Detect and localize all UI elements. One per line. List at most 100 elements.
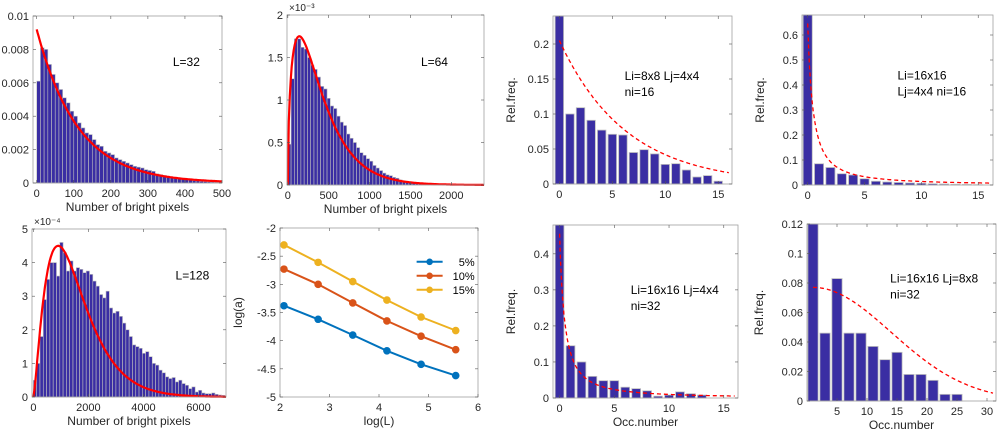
x-axis-label: Occ.number	[613, 415, 678, 429]
bars	[287, 38, 452, 186]
chart-p6: 5% 10% 15% 2 3 4 5 6 -5 -4.5 -4 -3.5 -3 -2.5 -2 log(L) l…	[231, 223, 481, 428]
histogram-bar	[365, 158, 370, 186]
series-marker	[417, 313, 425, 321]
y-tick-label: 4	[22, 258, 28, 270]
bar	[939, 393, 951, 402]
series-marker	[280, 265, 288, 273]
legend-marker	[426, 258, 433, 266]
histogram-bar	[54, 82, 60, 184]
histogram-bar	[333, 108, 338, 186]
histogram-bar	[359, 152, 364, 186]
fit-curve-dashed	[558, 40, 729, 174]
annotation-text: ni=32	[890, 287, 920, 301]
bar	[836, 173, 847, 186]
y-axis-label: Rel.freq.	[753, 77, 767, 122]
bar	[867, 346, 879, 402]
series-marker	[348, 277, 357, 286]
y-tick-label: 1.5	[268, 53, 283, 65]
y-tick-label: -4	[266, 336, 276, 348]
legend-label: 10%	[453, 271, 475, 283]
histogram-bar	[40, 47, 45, 184]
y-tick-label: 5	[22, 224, 28, 236]
histogram-bar	[132, 344, 137, 398]
x-tick-label: 1000	[357, 190, 381, 202]
series-marker	[383, 296, 391, 304]
bar	[848, 174, 859, 186]
histogram-bar	[59, 242, 64, 398]
y-tick-label: 0.05	[528, 144, 549, 156]
x-tick-label: 2000	[439, 190, 463, 202]
x-tick-label: 5	[609, 189, 615, 201]
x-tick-label: 25	[951, 406, 963, 418]
histogram-bar	[336, 115, 341, 186]
y-exponent-label: ×10⁻³	[289, 3, 315, 14]
bar	[576, 361, 587, 399]
annotation-text: Li=8x8 Lj=4x4	[625, 69, 700, 83]
series-marker	[348, 331, 357, 339]
axes-frame	[801, 14, 994, 186]
histogram-bar	[372, 165, 377, 186]
annotation-text: Li=16x16 Lj=4x4	[631, 283, 719, 297]
bar	[565, 113, 575, 185]
x-tick-label: 4	[376, 402, 382, 414]
x-tick-label: 3	[326, 402, 332, 414]
histogram-bar	[112, 312, 117, 398]
bar	[607, 133, 617, 185]
y-tick-label: 0	[23, 178, 29, 190]
histogram-bar	[46, 279, 51, 398]
y-tick-label: 0.1	[534, 357, 549, 369]
y-tick-label: 0.06	[782, 308, 803, 320]
y-tick-label: 0	[22, 392, 28, 404]
x-tick-label: 2	[277, 402, 283, 414]
bars	[33, 242, 226, 398]
y-tick-label: 0.006	[1, 78, 29, 90]
histogram-bar	[52, 262, 57, 398]
bar	[681, 169, 692, 185]
y-tick-label: 0.3	[534, 285, 549, 297]
bar	[671, 163, 681, 185]
histogram-bar	[369, 160, 374, 186]
histogram-bar	[339, 121, 344, 186]
y-tick-label: 0.4	[534, 249, 549, 261]
x-axis-label: Occ.number	[869, 418, 934, 432]
histogram-bar	[92, 280, 97, 398]
bar	[882, 181, 893, 186]
x-tick-label: 2000	[76, 402, 100, 414]
y-tick-label: -5	[266, 392, 276, 404]
histogram-bar	[382, 172, 387, 186]
y-tick-label: 0.3	[783, 105, 798, 117]
series-marker	[314, 258, 322, 267]
histogram-bar	[307, 57, 312, 186]
fit-curve	[35, 29, 223, 183]
x-tick-label: 10	[663, 403, 675, 415]
y-tick-label: 0.2	[534, 39, 549, 51]
histogram-bar	[352, 142, 357, 186]
series-marker	[417, 332, 425, 340]
fit-curve	[32, 244, 226, 398]
x-tick-label: 6000	[186, 402, 210, 414]
x-tick-label: 15	[718, 403, 730, 415]
x-tick-label: 10	[659, 189, 671, 201]
bar	[703, 175, 713, 185]
series-marker	[383, 347, 391, 355]
y-tick-label: -2	[266, 223, 276, 235]
histogram-bar	[58, 89, 63, 184]
bar	[891, 351, 903, 402]
histogram-bar	[62, 252, 67, 398]
bar	[915, 374, 927, 402]
chart-p3: 0 5 10 15 0 0.05 0.1 0.15 0.2 Rel.freq. Li=8x8 Lj=…	[504, 15, 733, 201]
histogram-bar	[118, 316, 123, 398]
histogram-bar	[47, 64, 52, 184]
x-axis-label: Number of bright pixels	[66, 200, 189, 214]
annotation-text: L=32	[173, 55, 200, 69]
y-tick-label: 0.01	[8, 11, 29, 23]
x-axis-label: Number of bright pixels	[67, 414, 190, 428]
y-tick-label: 0.4	[783, 80, 798, 92]
x-tick-label: 0	[805, 190, 811, 202]
y-tick-label: 0.2	[534, 321, 549, 333]
bar	[639, 149, 649, 185]
histogram-bar	[343, 125, 347, 186]
histogram-bar	[290, 78, 295, 186]
x-tick-label: 500	[213, 188, 231, 200]
